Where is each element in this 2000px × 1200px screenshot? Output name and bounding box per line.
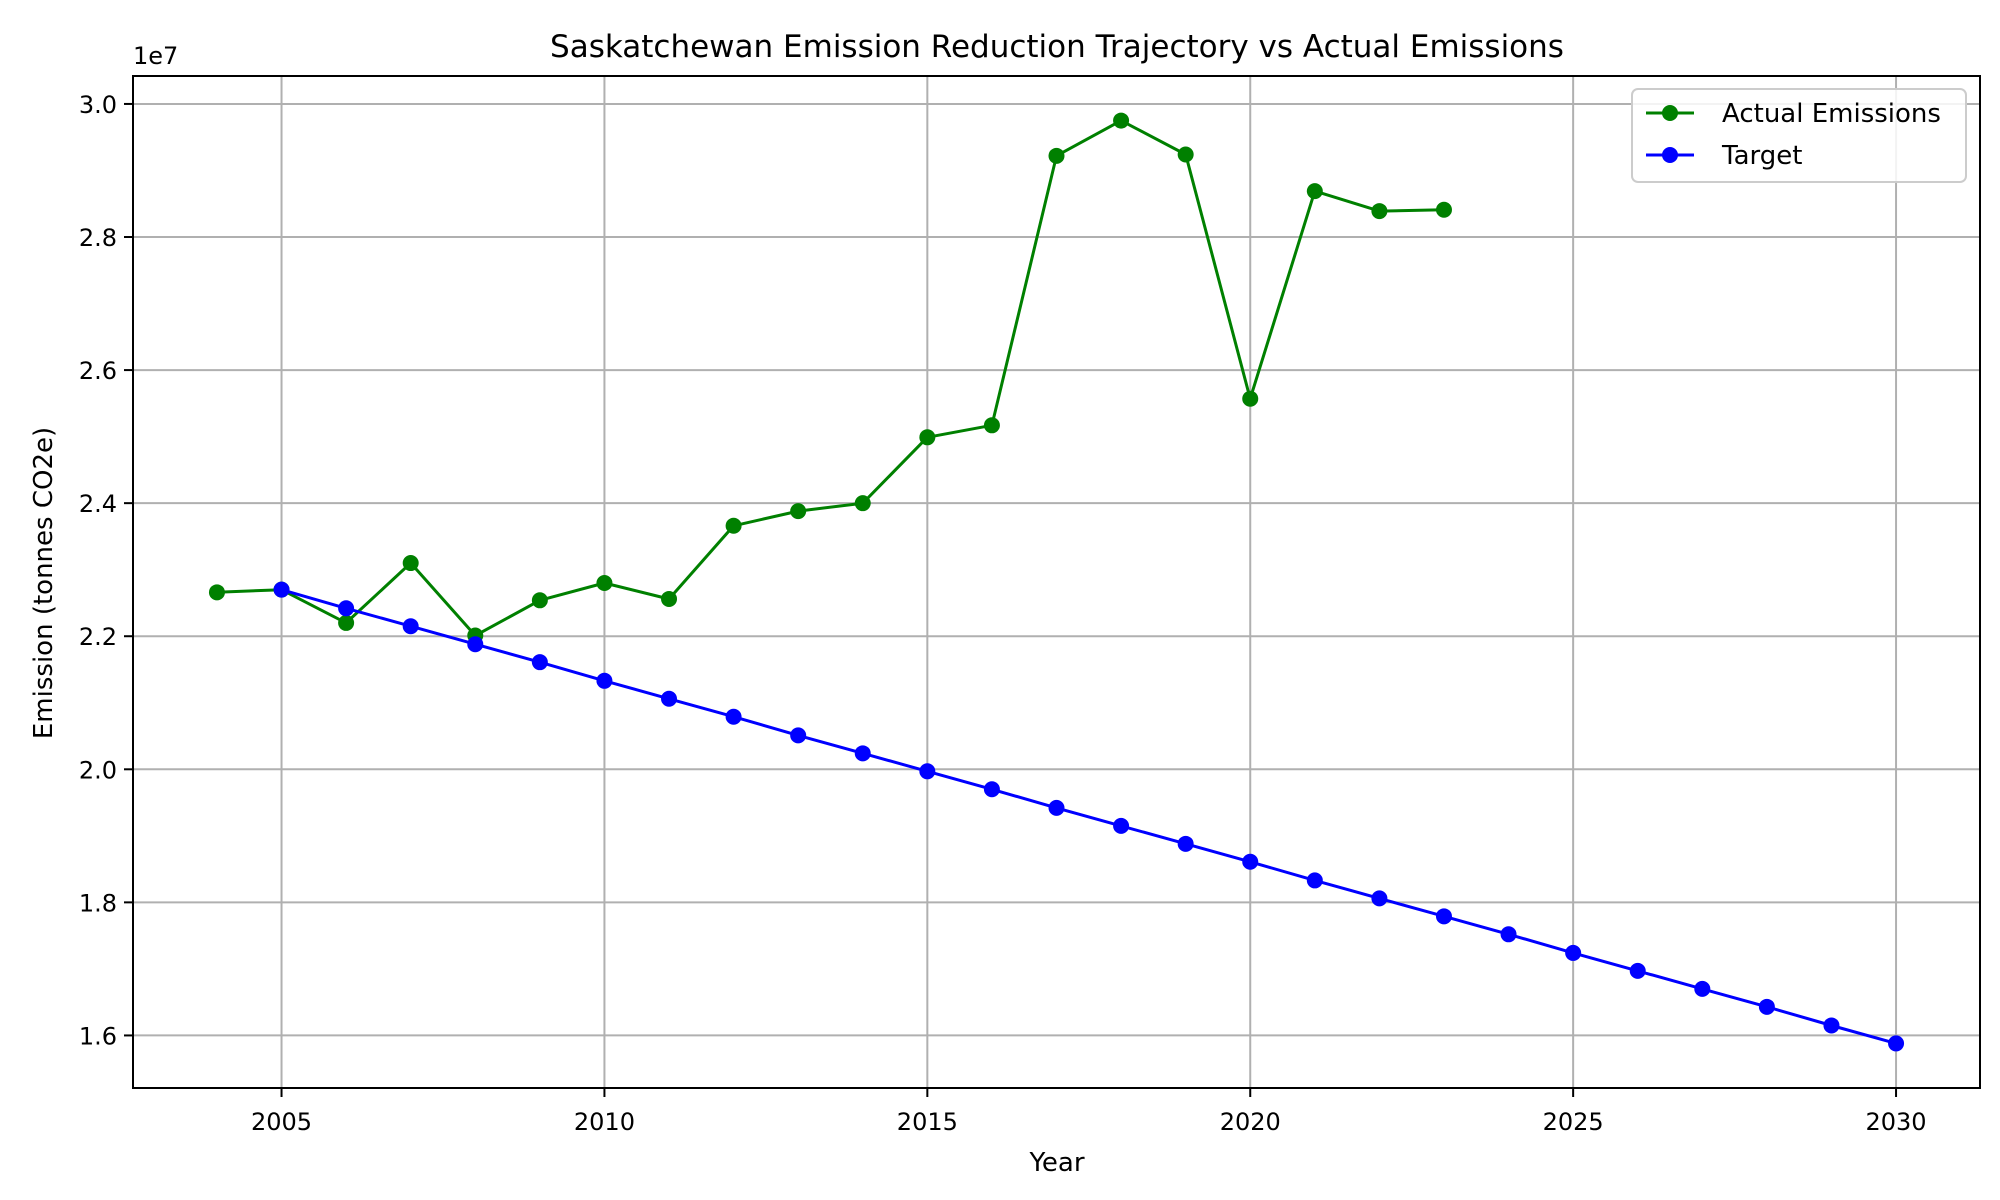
- data-point-target: [1113, 817, 1130, 834]
- data-point-target: [983, 781, 1000, 798]
- data-point-target: [338, 600, 355, 617]
- data-point-target: [1629, 962, 1646, 979]
- data-point-target: [1565, 944, 1582, 961]
- data-point-actual-emissions: [790, 503, 807, 520]
- data-point-actual-emissions: [661, 590, 678, 607]
- data-point-actual-emissions: [1242, 390, 1259, 407]
- data-point-target: [1888, 1035, 1905, 1052]
- data-point-actual-emissions: [854, 495, 871, 512]
- x-tick-label: 2020: [1220, 1108, 1281, 1136]
- data-point-actual-emissions: [1306, 183, 1323, 200]
- data-point-actual-emissions: [1048, 147, 1065, 164]
- data-point-target: [531, 654, 548, 671]
- legend-label-target: Target: [1721, 141, 1802, 171]
- data-point-target: [1758, 998, 1775, 1015]
- grid-layer: [133, 76, 1980, 1088]
- y-tick-label: 1.8: [79, 889, 117, 917]
- data-point-target: [1177, 835, 1194, 852]
- data-point-target: [919, 763, 936, 780]
- chart-title: Saskatchewan Emission Reduction Trajecto…: [550, 29, 1564, 65]
- data-point-actual-emissions: [531, 592, 548, 609]
- data-point-actual-emissions: [1435, 201, 1452, 218]
- x-tick-label: 2030: [1866, 1108, 1927, 1136]
- y-tick-label: 2.0: [79, 756, 117, 784]
- legend-marker-target: [1662, 147, 1678, 163]
- data-point-target: [854, 745, 871, 762]
- data-point-target: [1371, 890, 1388, 907]
- x-axis-label: Year: [1028, 1148, 1084, 1178]
- data-point-actual-emissions: [1113, 112, 1130, 129]
- legend-label-actual-emissions: Actual Emissions: [1722, 99, 1941, 129]
- data-point-actual-emissions: [402, 555, 419, 572]
- data-point-target: [1306, 872, 1323, 889]
- data-point-target: [402, 618, 419, 635]
- y-tick-label: 2.6: [79, 357, 117, 385]
- series-line-target: [281, 588, 1897, 1045]
- data-point-target: [725, 708, 742, 725]
- data-point-actual-emissions: [983, 417, 1000, 434]
- x-tick-label: 2025: [1543, 1108, 1604, 1136]
- data-point-target: [1435, 908, 1452, 925]
- y-tick-label: 1.6: [79, 1022, 117, 1050]
- data-point-actual-emissions: [1371, 203, 1388, 220]
- x-tick-label: 2010: [574, 1108, 635, 1136]
- data-point-target: [1500, 926, 1517, 943]
- y-tick-label: 2.4: [79, 490, 117, 518]
- y-tick-label: 3.0: [79, 91, 117, 119]
- data-point-actual-emissions: [725, 517, 742, 534]
- tick-layer: 2005 2010 2015 2020 2025 2030 1.6 1.8 2.0 2.2 2.4 2…: [79, 91, 1927, 1136]
- data-point-target: [467, 636, 484, 653]
- legend: Actual Emissions Target: [1631, 88, 1967, 183]
- data-point-target: [790, 727, 807, 744]
- data-point-target: [661, 690, 678, 707]
- legend-box: [1631, 88, 1967, 183]
- data-point-target: [1694, 980, 1711, 997]
- data-point-target: [1242, 853, 1259, 870]
- data-point-actual-emissions: [919, 429, 936, 446]
- data-point-actual-emissions: [208, 584, 225, 601]
- y-tick-label: 2.2: [79, 623, 117, 651]
- x-tick-label: 2015: [897, 1108, 958, 1136]
- data-point-actual-emissions: [338, 614, 355, 631]
- series-layer: [208, 112, 1905, 1052]
- plot-frame: [132, 75, 1981, 1089]
- legend-marker-actual-emissions: [1662, 105, 1678, 121]
- data-point-target: [596, 672, 613, 689]
- data-point-target: [1823, 1017, 1840, 1034]
- y-axis-offset-label: 1e7: [133, 42, 178, 70]
- y-tick-label: 2.8: [79, 224, 117, 252]
- y-axis-label: Emission (tonnes CO2e): [29, 427, 59, 739]
- data-point-actual-emissions: [1177, 146, 1194, 163]
- x-tick-label: 2005: [251, 1108, 312, 1136]
- data-point-actual-emissions: [596, 574, 613, 591]
- series-line-actual-emissions: [216, 119, 1445, 638]
- data-point-target: [1048, 799, 1065, 816]
- data-point-target: [273, 581, 290, 598]
